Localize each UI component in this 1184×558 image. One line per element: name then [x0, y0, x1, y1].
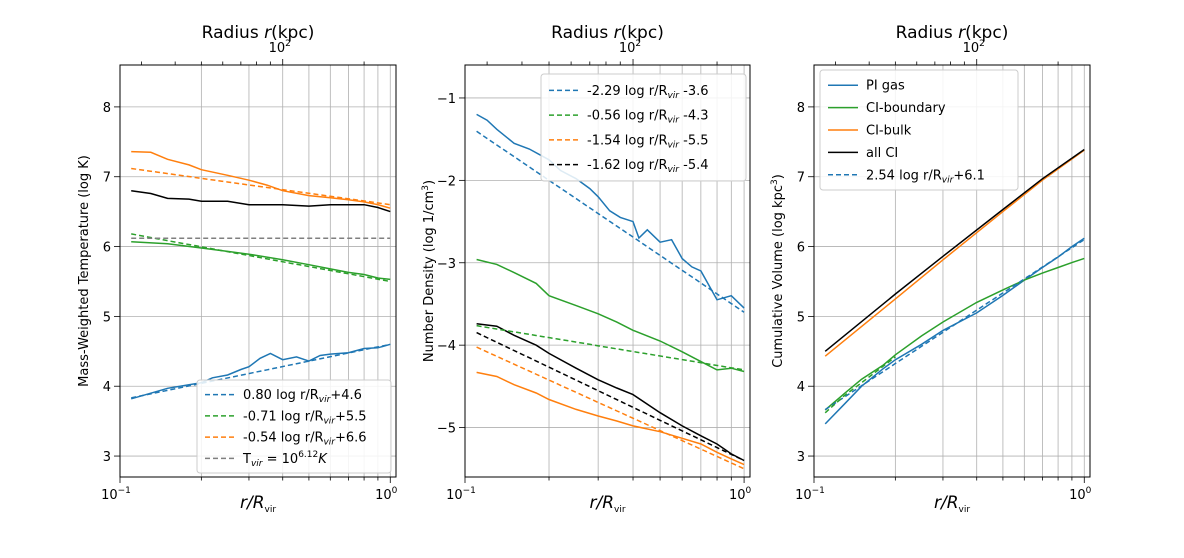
legend-frame [196, 379, 392, 474]
legend-entry-label: CI-bulk [866, 124, 912, 139]
series-line [476, 371, 745, 466]
y-tick-label: 3 [103, 450, 111, 465]
legend-entry-label: -2.29 log r/Rvir -3.6 [587, 84, 709, 101]
y-tick-label: 8 [103, 101, 111, 116]
y-tick-label: 6 [797, 241, 805, 256]
series-line [476, 113, 745, 309]
series-line [824, 257, 1085, 411]
series-line [476, 331, 745, 462]
series-line [824, 238, 1085, 411]
legend-entry-label: -0.56 log r/Rvir -4.3 [587, 109, 709, 126]
y-tick-label: −4 [437, 339, 456, 354]
series-line [131, 343, 391, 399]
y-tick-label: 3 [797, 450, 805, 465]
y-tick-label: −5 [437, 422, 456, 437]
x-tick-label: 100 [729, 486, 752, 503]
plot-area [130, 150, 391, 400]
legend-frame [540, 73, 747, 182]
y-tick-label: 7 [797, 171, 805, 186]
y-tick-label: 4 [797, 380, 805, 395]
y-tick-label: 5 [103, 310, 111, 325]
legend-entry-label: -0.71 log r/Rvir+5.5 [243, 409, 367, 426]
series-line [476, 258, 745, 373]
legend-entry-label: PI gas [866, 79, 905, 94]
y-tick-label: 4 [103, 380, 111, 395]
x-tick-label: 100 [375, 486, 398, 503]
series-line [131, 167, 391, 206]
series-line [476, 130, 745, 313]
y-tick-label: −3 [437, 257, 456, 272]
series-line [131, 150, 391, 209]
y-axis-label: Mass-Weighted Temperature (log K) [77, 155, 92, 387]
series-line [476, 322, 745, 462]
axes-frame [119, 64, 397, 478]
series-line [824, 148, 1085, 352]
x-tick-label: 10−1 [101, 486, 131, 503]
y-axis-label: Number Density (log 1/cm3) [421, 180, 437, 362]
top-x-tick-label: 102 [963, 39, 985, 56]
series-line [131, 189, 391, 213]
panel-density: −5 −4 −3 −2 −1 10−1 100 Radius r(kpc)102 r/Rvir N… [421, 23, 751, 515]
top-x-tick-label: 102 [619, 39, 641, 56]
legend-entry-label: CI-boundary [866, 101, 946, 116]
x-axis-label: r/Rvir [934, 493, 970, 515]
y-tick-label: 5 [797, 310, 805, 325]
y-axis-label: Cumulative Volume (log kpc3) [770, 174, 786, 368]
x-tick-label: 10−1 [446, 486, 476, 503]
y-tick-label: −2 [437, 174, 456, 189]
x-axis-label: r/Rvir [240, 493, 276, 515]
legend-entry-label: all CI [866, 146, 898, 161]
legend-entry-label: -1.62 log r/Rvir -5.4 [587, 158, 709, 175]
y-tick-label: 6 [103, 241, 111, 256]
legend: PI gas CI-boundary CI-bulk all CI 2.54 log … [819, 69, 1019, 191]
x-tick-label: 100 [1069, 486, 1092, 503]
top-x-tick-label: 102 [269, 39, 291, 56]
series-line [824, 149, 1085, 357]
plot-area [476, 113, 745, 470]
plot-area [824, 148, 1085, 425]
top-axis-label: Radius r(kpc) [896, 23, 1009, 43]
panel-volume: 3 4 5 6 7 8 10−1 100 Radius r(kpc)102 r/Rvir Cumul… [770, 23, 1092, 515]
legend-frame [819, 69, 1019, 191]
legend-entry-label: 0.80 log r/Rvir+4.6 [243, 388, 362, 405]
top-axis-label: Radius r(kpc) [551, 23, 664, 43]
y-tick-label: 7 [103, 171, 111, 186]
legend-entry-label: 2.54 log r/Rvir+6.1 [866, 168, 985, 185]
legend-entry-label: -1.54 log r/Rvir -5.5 [587, 133, 709, 150]
panel-temperature: 3 4 5 6 7 8 10−1 100 Radius r(kpc)102 r/Rvir Mass-… [77, 23, 398, 515]
y-tick-label: 8 [797, 101, 805, 116]
legend-entry-label: Tvir = 106.12K [242, 450, 328, 469]
axes-frame [813, 64, 1091, 478]
series-line [476, 346, 745, 470]
legend: 0.80 log r/Rvir+4.6 -0.71 log r/Rvir+5.5 -… [196, 379, 392, 474]
y-tick-label: −1 [437, 92, 456, 107]
legend: -2.29 log r/Rvir -3.6 -0.56 log r/Rvir -4… [540, 73, 747, 182]
series-line [476, 324, 745, 371]
axes-frame [464, 64, 751, 478]
series-line [824, 237, 1085, 425]
top-axis-label: Radius r(kpc) [202, 23, 315, 43]
series-line [131, 240, 391, 281]
series-line [131, 233, 391, 283]
x-axis-label: r/Rvir [589, 493, 625, 515]
legend-entry-label: -0.54 log r/Rvir+6.6 [243, 431, 367, 448]
x-tick-label: 10−1 [795, 486, 825, 503]
series-line [824, 356, 896, 414]
